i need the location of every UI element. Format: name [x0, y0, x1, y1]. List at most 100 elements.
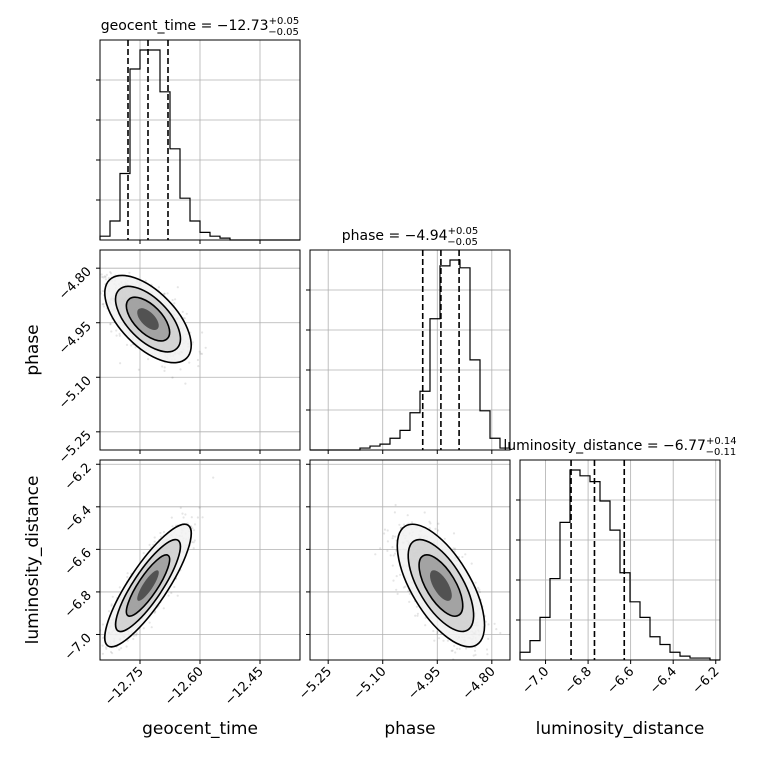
sample-point — [197, 365, 200, 368]
sample-point — [486, 653, 489, 656]
marginal-title: luminosity_distance = −6.77+0.14 −0.11 — [503, 436, 736, 458]
sample-point — [110, 272, 113, 275]
sample-point — [478, 591, 481, 594]
sample-point — [394, 552, 397, 555]
sample-point — [142, 552, 145, 555]
sample-point — [450, 649, 453, 653]
sample-point — [432, 629, 435, 633]
sample-point — [407, 590, 410, 593]
y-tick-label: −6.4 — [62, 503, 95, 536]
title-plus: +0.14 — [706, 436, 737, 447]
sample-point — [404, 585, 407, 588]
x-axis-label-phase: phase — [384, 719, 435, 739]
sample-point — [135, 634, 138, 637]
sample-point — [101, 644, 104, 647]
sample-point — [153, 536, 156, 539]
x-tick-label: −12.60 — [162, 664, 207, 709]
sample-point — [493, 622, 496, 625]
sample-point — [201, 516, 204, 519]
sample-point — [408, 592, 411, 596]
sample-point — [111, 595, 114, 598]
sample-point — [167, 594, 170, 597]
sample-point — [193, 523, 197, 526]
sample-point — [464, 553, 467, 556]
sample-point — [159, 535, 162, 538]
sample-point — [394, 535, 397, 538]
sample-point — [111, 652, 114, 655]
sample-point — [102, 305, 105, 308]
sample-point — [104, 275, 107, 278]
sample-point — [379, 547, 382, 550]
sample-point — [436, 632, 439, 635]
title-minus: −0.05 — [447, 237, 478, 248]
sample-point — [97, 292, 99, 294]
sample-point — [408, 600, 411, 604]
sample-point — [110, 603, 113, 606]
sample-point — [154, 610, 157, 613]
y-tick-label: −5.25 — [56, 428, 95, 467]
sample-point — [428, 520, 431, 523]
sample-point — [153, 540, 156, 543]
sample-point — [406, 514, 409, 517]
contour-line — [125, 296, 171, 342]
sample-point — [142, 627, 145, 630]
y-axis-label-luminosity_distance: luminosity_distance — [23, 476, 43, 645]
sample-point — [188, 361, 191, 364]
sample-point — [201, 331, 204, 334]
sample-point — [74, 267, 76, 269]
y-tick-label: −4.95 — [56, 319, 95, 358]
sample-point — [458, 670, 460, 672]
title-minus: −0.11 — [706, 447, 737, 458]
sample-point — [473, 649, 477, 652]
x-tick-label: −6.4 — [647, 664, 680, 697]
sample-point — [94, 632, 96, 634]
x-tick-label: −4.95 — [405, 664, 444, 703]
sample-point — [128, 271, 131, 274]
sample-point — [475, 669, 477, 671]
sample-point — [99, 666, 101, 668]
sample-point — [181, 310, 184, 313]
sample-point — [478, 588, 481, 591]
sample-point — [487, 623, 490, 626]
sample-point — [137, 368, 140, 371]
sample-point — [446, 639, 449, 642]
sample-point — [93, 653, 95, 655]
sample-point — [126, 575, 129, 579]
sample-point — [102, 276, 105, 279]
joint-panel-geocent_time-luminosity_distance: −12.75 −12.60 −12.45−7.0−6.8−6.6−6.4−6.2 — [62, 459, 301, 709]
marginal-panel-luminosity_distance: −7.0 −6.8 −6.6 −6.4 −6.2luminosity_distance … — [503, 436, 736, 697]
sample-point — [126, 572, 129, 575]
sample-point — [424, 624, 427, 627]
sample-point — [92, 673, 94, 675]
y-tick-label: −5.10 — [56, 373, 95, 412]
sample-point — [199, 352, 202, 355]
sample-point — [170, 516, 173, 519]
sample-point — [395, 588, 398, 591]
sample-point — [110, 330, 113, 333]
sample-point — [198, 506, 201, 509]
sample-point — [402, 523, 406, 526]
sample-point — [451, 649, 454, 652]
sample-point — [162, 530, 166, 534]
title-text: luminosity_distance = −6.77 — [503, 438, 706, 454]
x-axis-label-luminosity_distance: luminosity_distance — [536, 719, 705, 739]
histogram-step — [310, 259, 511, 451]
joint-panel-geocent_time-phase: −5.25−5.10−4.95−4.80 — [56, 249, 301, 467]
sample-point — [176, 594, 179, 597]
sample-point — [393, 511, 396, 514]
sample-point — [392, 579, 395, 582]
sample-point — [170, 591, 173, 595]
sample-point — [191, 541, 194, 544]
scatter-points — [74, 267, 207, 385]
sample-point — [179, 506, 182, 509]
sample-point — [458, 647, 461, 651]
sample-point — [192, 541, 195, 544]
sample-point — [429, 522, 432, 525]
sample-point — [104, 278, 107, 281]
x-tick-label: −6.8 — [562, 664, 595, 697]
sample-point — [179, 368, 182, 371]
sample-point — [163, 292, 166, 295]
sample-point — [442, 639, 445, 642]
sample-point — [415, 605, 418, 608]
x-tick-label: −7.0 — [519, 664, 552, 697]
